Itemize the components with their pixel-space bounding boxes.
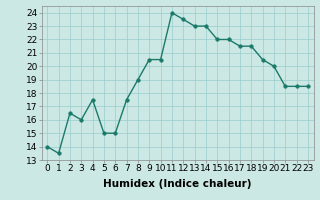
X-axis label: Humidex (Indice chaleur): Humidex (Indice chaleur) <box>103 179 252 189</box>
